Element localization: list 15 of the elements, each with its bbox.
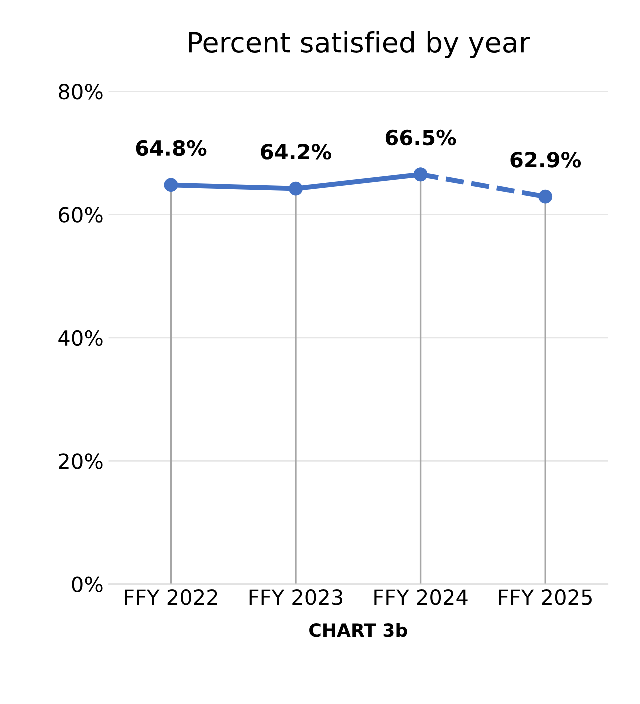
y-tick-label: 20% bbox=[59, 454, 103, 470]
x-tick-label: FFY 2024 bbox=[374, 590, 468, 606]
y-tick-label: 0% bbox=[72, 576, 103, 593]
data-label: 66.5% bbox=[386, 130, 456, 146]
x-tick-label: FFY 2023 bbox=[250, 590, 342, 606]
x-tick-label: FFY 2025 bbox=[499, 590, 592, 606]
y-tick-label: 60% bbox=[59, 207, 103, 223]
data-label: 64.2% bbox=[261, 144, 332, 160]
x-tick-label: FFY 2022 bbox=[125, 590, 218, 606]
y-tick-label: 40% bbox=[58, 330, 103, 346]
data-label: 62.9% bbox=[510, 152, 582, 168]
chart-title: Percent satisfied by year bbox=[189, 32, 530, 58]
x-axis-title: CHART 3b bbox=[310, 623, 408, 638]
y-tick-label: 80% bbox=[59, 84, 103, 100]
data-label: 64.8% bbox=[136, 140, 207, 156]
